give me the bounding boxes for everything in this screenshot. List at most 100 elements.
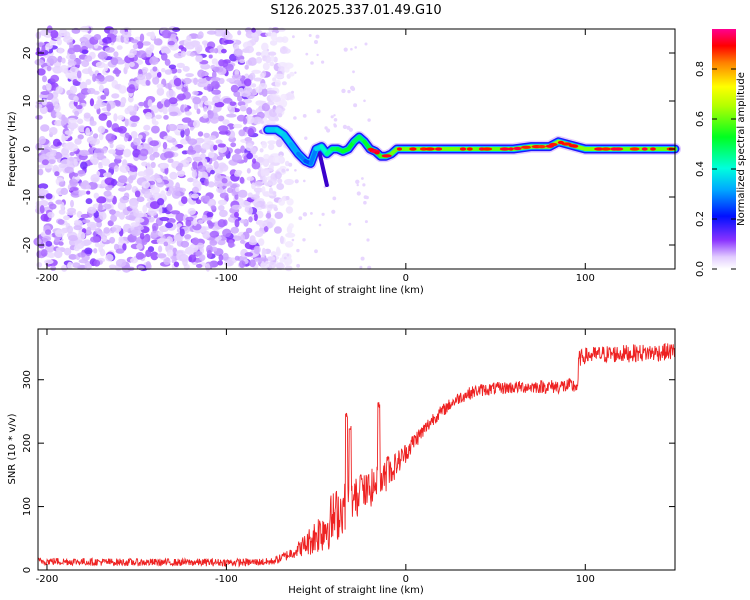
noise-blob bbox=[261, 186, 266, 195]
colorbar-tick-label: 0.8 bbox=[695, 61, 706, 77]
noise-blob bbox=[173, 261, 180, 268]
noise-blob bbox=[127, 175, 134, 184]
noise-blob bbox=[239, 239, 246, 244]
noise-blob bbox=[72, 79, 78, 85]
noise-blob bbox=[266, 90, 278, 95]
noise-dot bbox=[350, 47, 353, 51]
noise-blob bbox=[221, 178, 228, 184]
noise-blob bbox=[181, 87, 188, 93]
noise-blob bbox=[248, 216, 253, 223]
noise-blob bbox=[37, 168, 44, 176]
noise-dot bbox=[298, 216, 303, 221]
noise-blob bbox=[192, 96, 202, 105]
noise-blob bbox=[222, 252, 229, 261]
noise-dot bbox=[285, 196, 290, 200]
noise-blob bbox=[230, 84, 239, 93]
noise-blob bbox=[111, 34, 117, 43]
noise-blob bbox=[192, 180, 202, 188]
noise-blob bbox=[93, 90, 100, 95]
noise-blob bbox=[239, 59, 246, 64]
ridge-peak bbox=[568, 144, 578, 148]
noise-blob bbox=[104, 47, 115, 53]
noise-blob bbox=[41, 99, 48, 106]
noise-blob bbox=[263, 225, 269, 233]
noise-blob bbox=[79, 81, 88, 91]
noise-blob bbox=[171, 190, 181, 199]
noise-blob bbox=[164, 83, 172, 89]
noise-blob bbox=[207, 110, 214, 119]
noise-blob bbox=[247, 192, 253, 198]
noise-blob bbox=[69, 151, 75, 156]
noise-dot bbox=[353, 103, 358, 108]
noise-blob bbox=[106, 172, 112, 179]
noise-dot bbox=[308, 34, 312, 37]
noise-blob bbox=[219, 164, 229, 172]
noise-dot bbox=[352, 70, 355, 74]
noise-blob bbox=[61, 133, 66, 143]
noise-blob bbox=[284, 241, 294, 248]
noise-blob bbox=[145, 112, 153, 120]
noise-blob bbox=[214, 173, 222, 182]
noise-blob bbox=[205, 263, 211, 272]
noise-blob bbox=[66, 225, 74, 234]
ridge-peak bbox=[435, 147, 443, 151]
snr-frame bbox=[37, 328, 676, 571]
noise-blob bbox=[180, 128, 185, 138]
ridge-peak bbox=[594, 147, 604, 151]
noise-blob bbox=[54, 103, 61, 113]
noise-blob bbox=[45, 101, 54, 110]
noise-blob bbox=[45, 229, 52, 235]
noise-blob bbox=[197, 69, 206, 78]
noise-blob bbox=[277, 27, 286, 32]
noise-blob bbox=[124, 183, 132, 191]
noise-blob bbox=[185, 111, 192, 116]
noise-blob bbox=[219, 192, 229, 199]
noise-blob bbox=[139, 33, 145, 43]
noise-blob bbox=[134, 225, 145, 231]
spectrogram-x-ticks: -200 -100 0 100 bbox=[36, 29, 595, 284]
ridge-peak bbox=[629, 147, 640, 151]
noise-blob bbox=[127, 233, 137, 243]
noise-blob bbox=[223, 39, 234, 45]
noise-blob bbox=[96, 196, 107, 204]
ridge-peak bbox=[374, 151, 380, 155]
noise-blob bbox=[42, 85, 47, 91]
noise-blob bbox=[161, 48, 171, 55]
noise-dot bbox=[303, 179, 306, 183]
noise-blob bbox=[176, 93, 186, 101]
noise-blob bbox=[175, 124, 186, 129]
noise-blob bbox=[93, 152, 98, 159]
noise-blob bbox=[197, 78, 208, 84]
noise-blob bbox=[249, 259, 256, 268]
noise-blob bbox=[97, 51, 108, 60]
noise-blob bbox=[184, 234, 192, 240]
noise-blob bbox=[246, 152, 254, 160]
noise-blob bbox=[188, 254, 197, 263]
noise-dot bbox=[330, 115, 334, 119]
noise-blob bbox=[248, 57, 257, 66]
noise-blob bbox=[212, 95, 221, 103]
noise-blob bbox=[166, 190, 172, 197]
noise-blob bbox=[159, 216, 170, 222]
noise-blob bbox=[57, 47, 64, 54]
noise-blob bbox=[192, 156, 203, 162]
noise-blob bbox=[217, 115, 225, 122]
noise-blob bbox=[222, 119, 230, 125]
y-tick-label: -10 bbox=[22, 189, 33, 205]
noise-blob bbox=[93, 34, 101, 41]
noise-blob bbox=[63, 215, 70, 221]
noise-blob bbox=[129, 115, 140, 122]
noise-blob bbox=[203, 106, 208, 112]
noise-blob bbox=[98, 113, 108, 121]
noise-dot bbox=[302, 212, 308, 217]
noise-blob bbox=[209, 239, 218, 246]
noise-blob bbox=[74, 219, 83, 224]
noise-dot bbox=[293, 116, 297, 120]
noise-blob bbox=[127, 53, 135, 58]
noise-blob bbox=[265, 55, 272, 64]
noise-blob bbox=[39, 29, 49, 36]
y-tick-label: 100 bbox=[22, 497, 33, 516]
noise-blob bbox=[106, 103, 111, 112]
noise-blob bbox=[77, 252, 86, 258]
noise-blob bbox=[118, 236, 124, 243]
